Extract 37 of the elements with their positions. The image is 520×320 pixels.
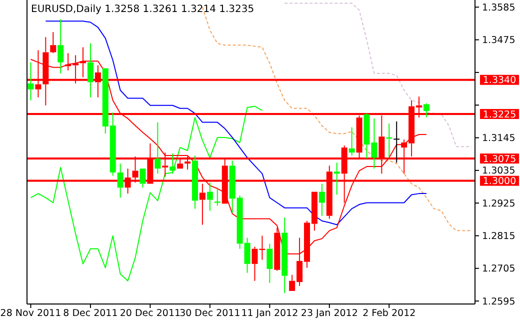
- x-tick-label: 11 Jan 2012: [241, 308, 298, 319]
- ref-line-label: 1.3340: [482, 75, 516, 86]
- candlestick: [199, 183, 206, 226]
- candlestick: [28, 62, 34, 101]
- candlestick: [58, 18, 64, 74]
- candlestick: [192, 155, 198, 210]
- x-tick-label: 20 Dec 2011: [120, 308, 181, 319]
- x-tick-label: 23 Jan 2012: [300, 308, 358, 319]
- chart-title: EURUSD,Daily 1.3258 1.3261 1.3214 1.3235: [31, 4, 254, 15]
- y-tick-label: 1.2595: [482, 296, 516, 308]
- ref-line-label: 1.3000: [482, 176, 516, 188]
- y-tick-label: 1.3585: [482, 2, 516, 14]
- y-tick-label: 1.3035: [482, 166, 516, 177]
- candlestick: [117, 163, 124, 198]
- line-series: [284, 2, 472, 148]
- x-tick-label: 8 Dec 2011: [63, 308, 118, 319]
- line-series: [45, 20, 427, 226]
- candlestick: [334, 162, 340, 196]
- y-tick-label: 1.2925: [482, 198, 516, 210]
- candlestick: [348, 126, 355, 156]
- y-tick-label: 1.3475: [482, 35, 516, 46]
- ref-line-label: 1.3075: [482, 154, 516, 165]
- candlestick: [154, 122, 161, 174]
- candlestick: [318, 183, 325, 216]
- candlestick: [206, 182, 213, 212]
- x-tick-label: 28 Nov 2011: [0, 308, 62, 319]
- x-tick-label: 30 Dec 2011: [180, 308, 240, 319]
- y-tick-label: 1.2705: [482, 264, 516, 275]
- candlestick: [87, 42, 94, 98]
- x-tick-label: 2 Feb 2012: [362, 308, 416, 319]
- line-series: [30, 106, 263, 282]
- ref-line-label: 1.3225: [482, 109, 516, 120]
- candlestick: [266, 243, 273, 284]
- y-tick-label: 1.2815: [482, 231, 516, 242]
- y-tick-label: 1.3145: [482, 133, 516, 144]
- candlestick: [170, 152, 176, 174]
- candlestick: [282, 217, 288, 294]
